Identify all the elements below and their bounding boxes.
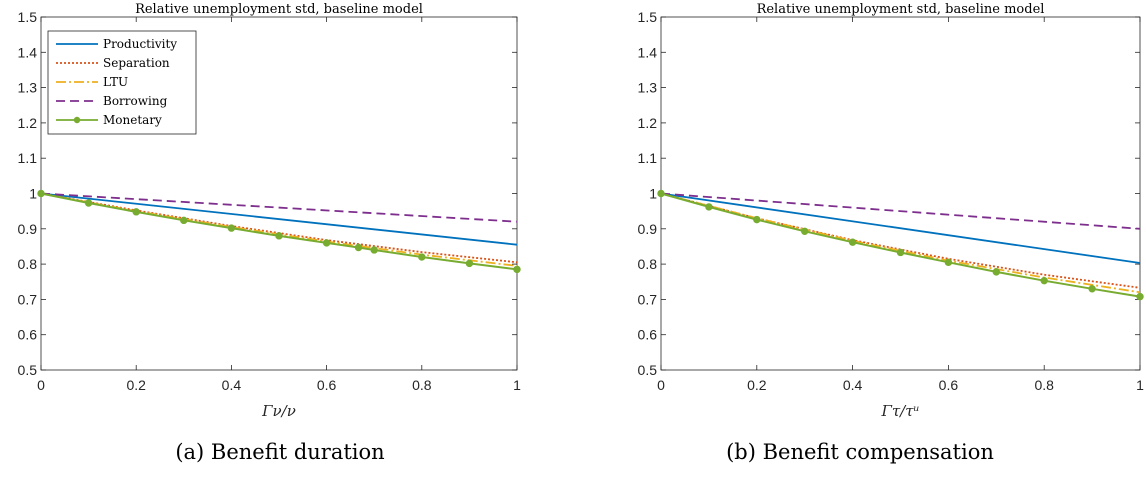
y-tick-label: 1.1 — [18, 150, 38, 166]
legend-label: Borrowing — [103, 94, 168, 108]
series-productivity — [660, 192, 1141, 264]
data-point-monetary — [37, 189, 45, 198]
series-line-borrowing — [40, 192, 518, 223]
series-line-monetary — [40, 192, 518, 271]
y-tick-label: 0.5 — [638, 362, 658, 378]
y-tick-label: 0.9 — [638, 221, 658, 237]
series-line-borrowing — [660, 192, 1141, 230]
data-point-monetary — [1040, 276, 1048, 285]
data-point-monetary — [465, 259, 474, 268]
data-point-monetary — [753, 215, 761, 224]
chart-benefit-duration: Relative unemployment std, baseline mode… — [18, 2, 522, 420]
data-point-monetary — [418, 253, 426, 261]
x-tick-label: 0 — [37, 377, 45, 393]
y-tick-label: 1.3 — [638, 80, 658, 96]
data-point-monetary — [370, 246, 378, 254]
x-axis-label: Γν/ν — [261, 402, 296, 420]
plot-area — [660, 16, 1141, 371]
legend-label: Monetary — [103, 113, 162, 127]
x-tick-label: 0.6 — [939, 377, 959, 393]
x-tick-label: 0.4 — [843, 377, 863, 393]
data-point-monetary — [992, 268, 1000, 276]
data-point-monetary — [657, 189, 665, 198]
y-tick-label: 1.4 — [18, 44, 38, 60]
x-tick-label: 0 — [657, 377, 665, 393]
series-borrowing — [40, 192, 518, 223]
x-axis-label: Γτ/τᵘ — [880, 402, 919, 420]
x-tick-label: 0.2 — [126, 377, 146, 393]
series-productivity — [40, 192, 518, 246]
y-tick-label: 1.4 — [638, 44, 658, 60]
data-point-monetary — [132, 208, 140, 216]
y-tick-label: 0.9 — [18, 221, 38, 237]
series-line-productivity — [660, 192, 1141, 264]
series-separation — [660, 192, 1141, 289]
legend-label: Productivity — [103, 37, 177, 51]
data-point-monetary — [513, 265, 521, 274]
legend-box — [47, 30, 197, 135]
data-point-monetary — [354, 243, 363, 252]
y-tick-label: 1.5 — [18, 9, 38, 25]
data-point-monetary — [322, 239, 331, 247]
y-tick-label: 1.3 — [18, 80, 38, 96]
legend: Productivity Separation LTU Borrowing Moneta… — [47, 30, 197, 135]
data-point-monetary — [848, 238, 857, 246]
y-tick-label: 0.7 — [638, 291, 658, 307]
y-tick-label: 1 — [29, 186, 37, 202]
y-tick-label: 1.1 — [638, 150, 658, 166]
series-monetary — [657, 189, 1144, 301]
chart-title: Relative unemployment std, baseline mode… — [135, 2, 423, 17]
data-point-monetary — [1088, 285, 1096, 293]
x-tick-label: 1 — [1136, 377, 1144, 393]
y-tick-label: 0.8 — [638, 256, 658, 272]
data-point-monetary — [180, 216, 188, 225]
data-point-monetary — [801, 227, 809, 235]
y-tick-label: 1.2 — [18, 115, 38, 131]
x-tick-label: 0.8 — [412, 377, 432, 393]
y-tick-label: 1 — [649, 186, 657, 202]
series-borrowing — [660, 192, 1141, 230]
chart-title: Relative unemployment std, baseline mode… — [757, 2, 1045, 17]
data-point-monetary — [705, 203, 713, 211]
x-tick-label: 0.8 — [1034, 377, 1054, 393]
data-point-monetary — [275, 232, 283, 240]
chart-benefit-compensation: Relative unemployment std, baseline mode… — [638, 2, 1145, 420]
y-tick-label: 1.5 — [638, 9, 658, 25]
legend-marker — [73, 116, 81, 124]
x-tick-label: 0.2 — [747, 377, 767, 393]
data-point-monetary — [944, 258, 953, 267]
data-point-monetary — [227, 224, 236, 232]
y-tick-label: 0.6 — [638, 327, 658, 343]
x-tick-label: 0.4 — [222, 377, 242, 393]
data-point-monetary — [896, 248, 905, 257]
caption-benefit-duration: (a) Benefit duration — [175, 440, 385, 464]
y-tick-label: 1.2 — [638, 115, 658, 131]
y-tick-label: 0.7 — [18, 291, 38, 307]
data-point-monetary — [1136, 292, 1144, 301]
caption-benefit-compensation: (b) Benefit compensation — [726, 440, 994, 464]
series-monetary — [37, 189, 521, 274]
series-line-productivity — [40, 192, 518, 246]
y-tick-label: 0.6 — [18, 327, 38, 343]
data-point-monetary — [84, 199, 93, 207]
series-line-separation — [660, 192, 1141, 289]
legend-label: Separation — [103, 56, 170, 70]
y-tick-label: 0.8 — [18, 256, 38, 272]
x-tick-label: 1 — [513, 377, 521, 393]
legend-label: LTU — [103, 75, 128, 89]
y-tick-label: 0.5 — [18, 362, 38, 378]
x-tick-label: 0.6 — [317, 377, 337, 393]
